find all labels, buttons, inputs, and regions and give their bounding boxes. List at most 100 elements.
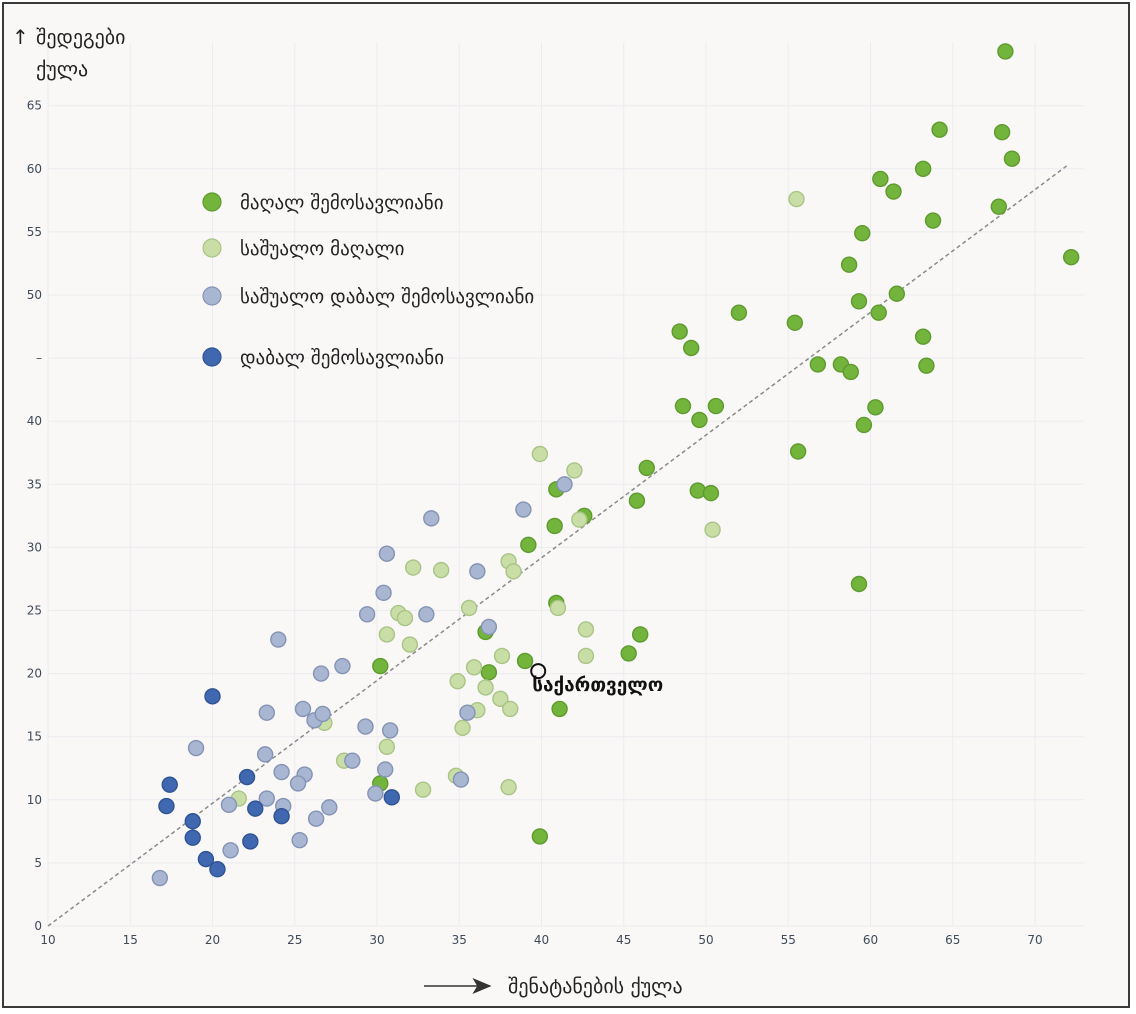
data-point <box>789 443 807 460</box>
data-point <box>270 631 287 648</box>
data-point <box>357 718 374 735</box>
data-point <box>551 700 568 718</box>
data-point <box>674 397 692 415</box>
data-point <box>289 775 307 792</box>
data-point <box>307 810 325 827</box>
data-point <box>238 768 256 786</box>
data-point <box>184 813 201 830</box>
annotation-label: საქართველო <box>532 674 663 696</box>
data-point <box>377 761 394 778</box>
data-point <box>372 657 389 675</box>
data-point <box>291 831 308 849</box>
data-point <box>465 659 483 676</box>
data-point <box>220 796 238 814</box>
legend-label-upper-middle: საშუალო მაღალი <box>240 238 404 260</box>
legend-marker-low-income <box>202 347 222 367</box>
data-point <box>691 411 708 429</box>
data-point <box>993 124 1011 141</box>
data-point <box>1003 150 1021 167</box>
legend-item-upper-middle: საშუალო მაღალი <box>202 238 404 260</box>
data-point <box>378 545 396 562</box>
trend-line <box>47 164 1069 927</box>
data-point <box>689 482 706 499</box>
y-tick-label: 30 <box>27 540 42 554</box>
data-point <box>730 304 748 321</box>
legend-marker-upper-middle <box>202 238 222 258</box>
data-point <box>273 808 290 825</box>
data-point <box>381 722 399 739</box>
data-point <box>452 771 470 788</box>
legend-label-high-income: მაღალ შემოსავლიანი <box>240 192 444 214</box>
y-tick-label: 35 <box>27 477 42 491</box>
y-tick-label: – <box>36 351 42 365</box>
legend-item-high-income: მაღალ შემოსავლიანი <box>202 192 444 214</box>
series-2 <box>151 476 573 887</box>
x-tick-label: 65 <box>945 933 960 947</box>
data-point <box>516 652 534 670</box>
y-axis-label: ↑ შედეგები ქულა <box>12 25 126 81</box>
y-tick-label: 25 <box>27 604 42 618</box>
data-point <box>344 752 361 769</box>
data-point <box>258 704 275 721</box>
data-point <box>990 198 1008 215</box>
y-tick-label: 20 <box>27 667 42 681</box>
data-point <box>888 285 906 302</box>
data-point <box>682 339 700 357</box>
data-point <box>459 704 476 721</box>
data-point <box>867 399 884 416</box>
legend-label-low-income: დაბალ შემოსავლიანი <box>240 347 444 369</box>
data-point <box>414 781 432 798</box>
data-point <box>500 778 517 796</box>
y-tick-label: 50 <box>27 288 42 302</box>
y-axis-label-line1: შედეგები <box>36 25 126 49</box>
data-point <box>294 700 312 718</box>
data-point <box>1062 248 1080 266</box>
data-point <box>997 43 1014 60</box>
data-point <box>418 606 435 623</box>
data-point <box>872 170 889 188</box>
x-axis-label-text: შენატანების ქულა <box>508 974 683 998</box>
data-point <box>546 517 563 535</box>
y-tick-label: 40 <box>27 414 42 428</box>
data-point <box>549 599 567 617</box>
data-point <box>423 510 440 527</box>
series-3 <box>158 688 401 878</box>
data-point <box>924 212 942 229</box>
legend: მაღალ შემოსავლიანი საშუალო მაღალი საშუალ… <box>202 192 534 369</box>
axis-ticks: 0 5 10 15 20 25 30 35 40 – 50 55 60 65 10 15 20 25 30 35 40 4… <box>27 99 1043 947</box>
data-point <box>702 484 720 502</box>
x-tick-label: 10 <box>40 933 55 947</box>
data-point <box>786 314 804 331</box>
data-point <box>312 665 330 682</box>
data-point <box>918 357 935 374</box>
data-point <box>850 293 868 310</box>
data-point <box>378 626 396 643</box>
y-tick-label: 10 <box>27 793 42 807</box>
data-point <box>161 776 178 793</box>
data-point <box>273 763 290 781</box>
data-point <box>204 688 221 705</box>
x-tick-label: 25 <box>287 933 302 947</box>
data-point <box>914 328 932 345</box>
data-point <box>638 459 655 477</box>
data-point <box>704 521 721 538</box>
y-axis-label-line2: ქულა <box>36 57 88 81</box>
legend-marker-high-income <box>202 192 222 212</box>
data-point <box>493 647 511 665</box>
data-point <box>577 647 595 665</box>
data-point <box>432 561 450 579</box>
data-point <box>809 356 827 373</box>
data-point <box>469 563 486 580</box>
data-point <box>571 511 588 528</box>
x-tick-label: 35 <box>452 933 467 947</box>
data-point <box>556 476 573 493</box>
data-point <box>492 690 509 708</box>
data-point <box>383 789 401 806</box>
data-point <box>531 828 549 845</box>
y-tick-label: 0 <box>34 919 42 933</box>
data-point <box>454 719 471 737</box>
data-point <box>855 416 873 434</box>
data-point <box>396 609 414 627</box>
data-point <box>505 563 522 580</box>
data-point <box>620 645 637 662</box>
